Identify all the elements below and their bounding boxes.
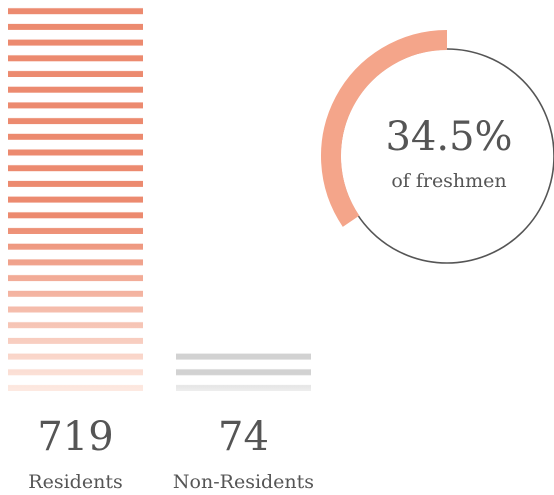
striped-bar [176,351,311,391]
bar-value: 74 [218,414,269,460]
donut-label: of freshmen [391,170,506,192]
bar-value: 719 [37,414,113,460]
bar-category: Non-Residents [173,471,314,493]
donut-arc [321,30,448,227]
bar-category: Residents [28,471,122,493]
donut-value: 34.5% [385,114,512,160]
striped-bar [8,7,143,391]
